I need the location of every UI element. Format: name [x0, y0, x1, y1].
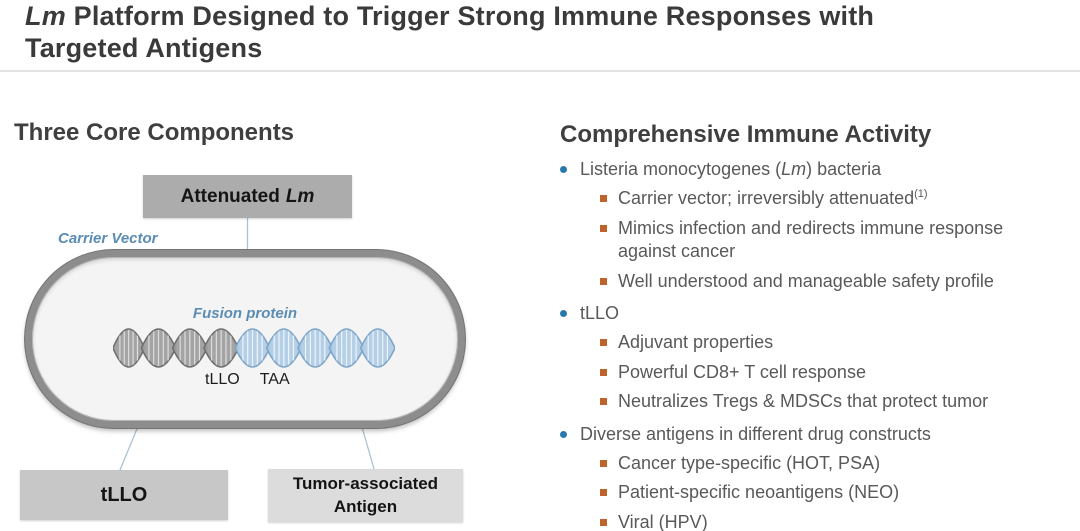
bullet-dot-icon [560, 430, 567, 438]
sub-bullet-text: Mimics infection and redirects immune re… [618, 217, 1004, 262]
sub-bullet-cancer-type-specific: Cancer type-specific (HOT, PSA) [600, 452, 1050, 475]
sub-bullet-mimics-infection: Mimics infection and redirects immune re… [600, 217, 1050, 264]
bullet-square-icon [600, 339, 607, 347]
header-divider [0, 70, 1080, 72]
bullet-square-icon [600, 518, 607, 526]
dna-helix-illustration [113, 328, 395, 368]
sub-bullet-neutralizes-tregs: Neutralizes Tregs & MDSCs that protect t… [600, 390, 1050, 413]
bullet-diverse-antigens: Diverse antigens in different drug const… [560, 423, 1050, 446]
sub-bullet-text: Patient-specific neoantigens (NEO) [618, 482, 900, 503]
sub-bullet-carrier-vector: Carrier vector; irreversibly attenuated(… [600, 187, 1050, 210]
sub-bullet-adjuvant: Adjuvant properties [600, 331, 1050, 354]
bullet-tllo-text: tLLO [580, 302, 620, 323]
slide-title-rest: Platform Designed to Trigger Strong Immu… [25, 1, 875, 63]
bullet-square-icon [600, 398, 607, 406]
bullet-diverse-antigens-text: Diverse antigens in different drug const… [580, 423, 931, 444]
tllo-box: tLLO [20, 470, 228, 520]
sub-bullet-text: Well understood and manageable safety pr… [618, 270, 994, 291]
sub-bullet-text: Powerful CD8+ T cell response [618, 361, 866, 382]
sub-bullet-text: Neutralizes Tregs & MDSCs that protect t… [618, 391, 989, 412]
left-section-heading: Three Core Components [14, 119, 295, 146]
slide-title: Lm Platform Designed to Trigger Strong I… [25, 1, 975, 65]
right-section-heading: Comprehensive Immune Activity [560, 121, 932, 148]
bullet-square-icon [600, 489, 607, 497]
tllo-gene-label: tLLO [205, 371, 240, 388]
sub-bullet-viral-hpv: Viral (HPV) [600, 511, 1050, 531]
bullet-square-icon [600, 277, 607, 285]
bullet-square-icon [600, 459, 607, 467]
bullet-dot-icon [560, 309, 567, 317]
sub-bullet-text: Carrier vector; irreversibly attenuated(… [618, 188, 928, 209]
bullet-listeria: Listeria monocytogenes (Lm) bacteria [560, 158, 1050, 181]
right-section: Comprehensive Immune Activity Listeria m… [560, 121, 1050, 531]
attenuated-lm-box-label-italic: Lm [285, 185, 315, 207]
carrier-vector-label: Carrier Vector [58, 230, 158, 247]
bullet-square-icon [600, 368, 607, 376]
attenuated-lm-box: Attenuated Lm [143, 175, 352, 218]
bullet-tllo: tLLO [560, 302, 1050, 325]
tllo-box-label: tLLO [100, 483, 148, 506]
sub-bullet-patient-specific: Patient-specific neoantigens (NEO) [600, 481, 1050, 504]
taa-gene-label: TAA [259, 371, 290, 388]
sub-bullet-text: Viral (HPV) [618, 511, 708, 531]
slide-title-italic: Lm [25, 1, 66, 31]
bullet-square-icon [600, 224, 607, 232]
sub-bullet-text: Adjuvant properties [618, 332, 774, 353]
bullet-dot-icon [560, 166, 567, 173]
bullet-listeria-text: Listeria monocytogenes (Lm) bacteria [580, 159, 882, 179]
tumor-associated-antigen-box: Tumor-associated Antigen [268, 469, 463, 522]
fusion-protein-label: Fusion protein [192, 305, 298, 322]
attenuated-lm-box-label: Attenuated [180, 185, 280, 207]
sub-bullet-text: Cancer type-specific (HOT, PSA) [618, 452, 881, 473]
sub-bullet-cd8-response: Powerful CD8+ T cell response [600, 361, 1050, 384]
bullet-square-icon [600, 195, 607, 203]
sub-bullet-safety-profile: Well understood and manageable safety pr… [600, 270, 1050, 293]
tumor-associated-antigen-box-label: Tumor-associated Antigen [292, 474, 439, 516]
gene-labels: tLLO TAA [205, 371, 290, 389]
